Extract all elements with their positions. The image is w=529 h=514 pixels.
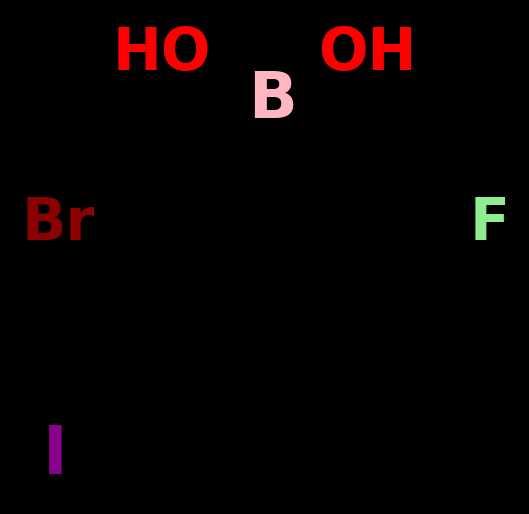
Text: HO: HO xyxy=(112,26,211,82)
Text: Br: Br xyxy=(22,195,95,252)
Text: I: I xyxy=(43,422,68,488)
Text: B: B xyxy=(248,69,297,131)
Text: OH: OH xyxy=(318,26,417,82)
Text: F: F xyxy=(469,195,509,252)
